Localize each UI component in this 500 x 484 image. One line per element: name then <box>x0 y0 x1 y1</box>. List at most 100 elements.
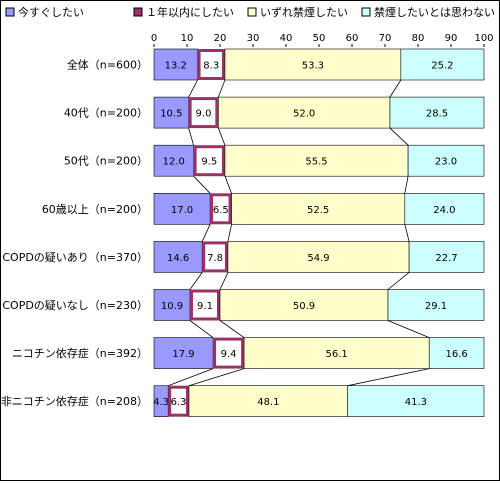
category-label-2: 40代（n=200） <box>64 107 148 120</box>
bar-segment <box>227 241 410 273</box>
connector-line <box>227 224 232 242</box>
x-tick-label-0: 0 <box>151 33 157 44</box>
bar-value-label: 28.5 <box>426 109 448 120</box>
x-tick-label-10: 10 <box>181 33 194 44</box>
bar-segment <box>224 144 409 177</box>
category-label-5: COPDの疑いあり（n=370） <box>2 251 148 264</box>
x-tick-label-90: 90 <box>445 33 458 44</box>
bar-value-label: 17.0 <box>171 205 193 216</box>
y-axis-labels: 全体（n=600） 40代（n=200） 50代（n=200） 60歳以上（n=200… <box>1 58 148 409</box>
legend: 今すぐしたい １年以内にしたい いずれ禁煙したい 禁煙したいとは思わない <box>5 5 495 19</box>
bar-value-label: 25.2 <box>431 61 453 72</box>
bar-value-label: 10.5 <box>160 109 182 120</box>
category-label-4: 60歳以上（n=200） <box>42 203 148 216</box>
bar-value-label: 9.0 <box>196 109 212 120</box>
bar-value-label: 14.6 <box>167 253 189 264</box>
bar-row-1: 13.2 8.3 53.3 25.2 <box>153 48 485 81</box>
legend-item-4: 禁煙したいとは思わない <box>361 6 495 19</box>
legend-swatch-4 <box>361 7 371 17</box>
bar-value-label: 4.3 <box>153 397 169 408</box>
bar-row-6: 10.9 9.1 50.9 29.1 <box>153 289 485 321</box>
bar-segment <box>400 48 485 81</box>
bar-segment <box>404 193 485 225</box>
bar-segment <box>197 49 225 80</box>
bar-value-label: 55.5 <box>305 157 327 168</box>
bar-value-label: 56.1 <box>326 349 348 360</box>
bar-segment <box>193 145 225 177</box>
bar-value-label: 10.9 <box>161 301 183 312</box>
legend-label-2: １年以内にしたい <box>146 5 234 19</box>
connector-line <box>404 224 410 242</box>
bar-segment <box>153 48 198 81</box>
bar-segment <box>347 385 485 418</box>
legend-swatch-1 <box>5 7 15 17</box>
bar-segment <box>202 241 228 273</box>
connector-line <box>193 175 211 194</box>
legend-swatch-3 <box>247 7 257 17</box>
bar-value-label: 52.5 <box>307 205 329 216</box>
series-connector-lines <box>168 79 430 387</box>
bar-value-label: 22.7 <box>435 253 457 264</box>
connector-line <box>404 176 409 194</box>
x-tick-label-40: 40 <box>280 33 293 44</box>
bar-segment <box>243 337 430 369</box>
bars: 13.2 8.3 53.3 25.2 10.5 9.0 52.0 28.5 12.0 9.5 55.… <box>153 48 485 418</box>
bar-row-3: 12.0 9.5 55.5 23.0 <box>153 144 485 177</box>
x-axis: 0 10 20 30 40 50 60 70 80 90 100 <box>151 33 494 47</box>
category-label-3: 50代（n=200） <box>64 155 148 168</box>
bar-segment <box>224 48 402 81</box>
x-tick-label-70: 70 <box>379 33 392 44</box>
category-label-7: ニコチン依存症（n=392） <box>12 346 148 360</box>
bar-value-label: 17.9 <box>172 349 194 360</box>
bar-value-label: 9.4 <box>221 349 237 360</box>
bar-value-label: 6.3 <box>171 397 187 408</box>
bar-value-label: 52.0 <box>293 109 315 120</box>
bar-segment <box>153 241 203 273</box>
bar-value-label: 48.1 <box>257 397 279 408</box>
bar-segment <box>153 193 211 225</box>
bar-value-label: 41.3 <box>405 397 427 408</box>
bar-value-label: 13.2 <box>165 61 187 72</box>
bar-segment <box>188 385 349 418</box>
bar-row-4: 17.0 6.5 52.5 24.0 <box>153 193 485 225</box>
bar-segment <box>153 96 189 129</box>
category-label-6: COPDの疑いなし（n=230） <box>2 299 148 312</box>
x-tick-label-100: 100 <box>474 33 493 44</box>
connector-line <box>188 79 198 98</box>
bar-segment <box>153 144 194 177</box>
x-tick-label-50: 50 <box>313 33 326 44</box>
connector-line <box>347 368 430 387</box>
bar-segment <box>218 96 391 129</box>
bar-value-label: 24.0 <box>433 205 455 216</box>
legend-item-3: いずれ禁煙したい <box>247 6 348 19</box>
bar-value-label: 50.9 <box>293 301 315 312</box>
bar-segment <box>210 193 232 225</box>
connector-line <box>188 127 194 146</box>
connector-line <box>188 368 245 387</box>
bar-value-label: 7.8 <box>207 253 223 264</box>
bar-segment <box>428 337 485 369</box>
connector-line <box>217 79 226 98</box>
legend-item-2: １年以内にしたい <box>133 5 234 19</box>
connector-line <box>389 127 409 146</box>
x-tick-label-60: 60 <box>346 33 359 44</box>
legend-label-4: 禁煙したいとは思わない <box>374 6 495 19</box>
bar-row-5: 14.6 7.8 54.9 22.7 <box>153 241 485 273</box>
bar-value-label: 9.1 <box>197 301 213 312</box>
bar-segment <box>153 385 169 418</box>
connector-line <box>219 272 229 290</box>
connector-line <box>168 368 214 387</box>
bar-value-label: 12.0 <box>163 157 185 168</box>
bar-segment <box>389 96 485 129</box>
bar-value-label: 23.0 <box>435 157 457 168</box>
bar-segment <box>153 337 214 369</box>
bar-value-label: 9.5 <box>201 157 217 168</box>
bar-segment <box>213 337 245 369</box>
bar-row-2: 10.5 9.0 52.0 28.5 <box>153 96 485 129</box>
bar-row-8: 4.3 6.3 48.1 41.3 <box>153 385 485 418</box>
connector-line <box>201 224 211 242</box>
connector-line <box>387 272 410 290</box>
connector-line <box>389 79 402 98</box>
